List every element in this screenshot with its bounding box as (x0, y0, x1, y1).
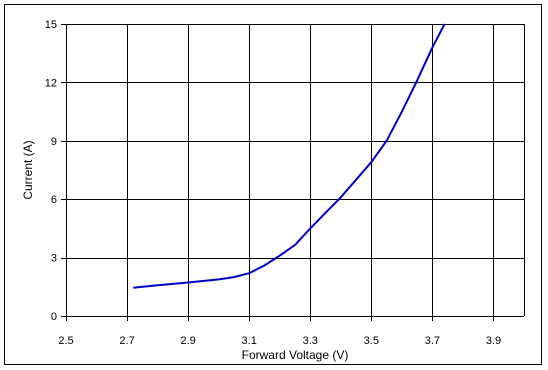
y-tick-label: 12 (45, 77, 57, 89)
y-tick-label: 6 (51, 194, 57, 206)
x-tick-label: 2.7 (119, 335, 134, 347)
y-axis-title: Current (A) (21, 140, 35, 199)
x-tick-label: 3.3 (303, 335, 318, 347)
chart-frame (4, 4, 542, 365)
x-tick-label: 3.1 (242, 335, 257, 347)
y-tick-label: 9 (51, 136, 57, 148)
x-tick-label: 3.9 (486, 335, 501, 347)
x-tick-label: 3.5 (364, 335, 379, 347)
series-layer (133, 23, 446, 289)
x-tick-label: 2.5 (58, 335, 73, 347)
series-line (133, 23, 446, 289)
grid (61, 24, 525, 321)
y-tick-label: 3 (51, 253, 57, 265)
x-axis-title: Forward Voltage (V) (242, 348, 349, 362)
y-tick-label: 0 (51, 311, 57, 323)
y-tick-label: 15 (45, 19, 57, 31)
x-tick-label: 3.7 (425, 335, 440, 347)
x-tick-label: 2.9 (180, 335, 195, 347)
tick-labels: 2.5 2.7 2.9 3.1 3.3 3.5 3.7 3.9 0 3 6 9 12 15 (45, 19, 501, 347)
